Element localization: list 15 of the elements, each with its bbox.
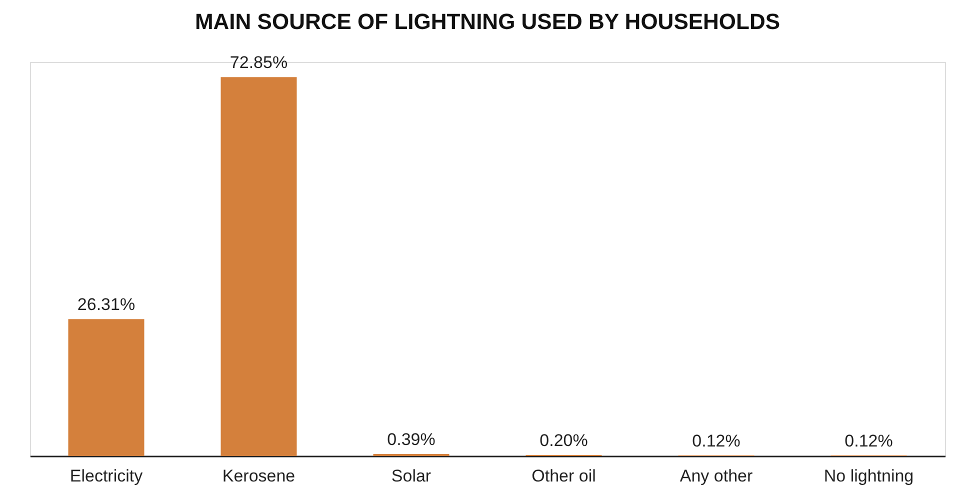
x-tick-label: No lightning xyxy=(824,466,914,486)
data-label: 72.85% xyxy=(230,53,288,72)
x-tick-label: Other oil xyxy=(532,466,596,486)
x-tick-label: Electricity xyxy=(70,466,144,486)
x-tick-label: Kerosene xyxy=(222,466,296,486)
data-label: 0.39% xyxy=(387,430,436,449)
x-tick-label: Any other xyxy=(680,466,753,486)
bar xyxy=(68,319,144,456)
chart-title: MAIN SOURCE OF LIGHTNING USED BY HOUSEHOLDS xyxy=(194,9,780,34)
bar xyxy=(220,77,297,456)
data-label: 0.12% xyxy=(692,431,740,450)
data-label: 26.31% xyxy=(77,295,136,314)
data-label: 0.20% xyxy=(540,430,588,450)
data-label: 0.12% xyxy=(844,431,893,450)
x-tick-label: Solar xyxy=(391,466,432,486)
